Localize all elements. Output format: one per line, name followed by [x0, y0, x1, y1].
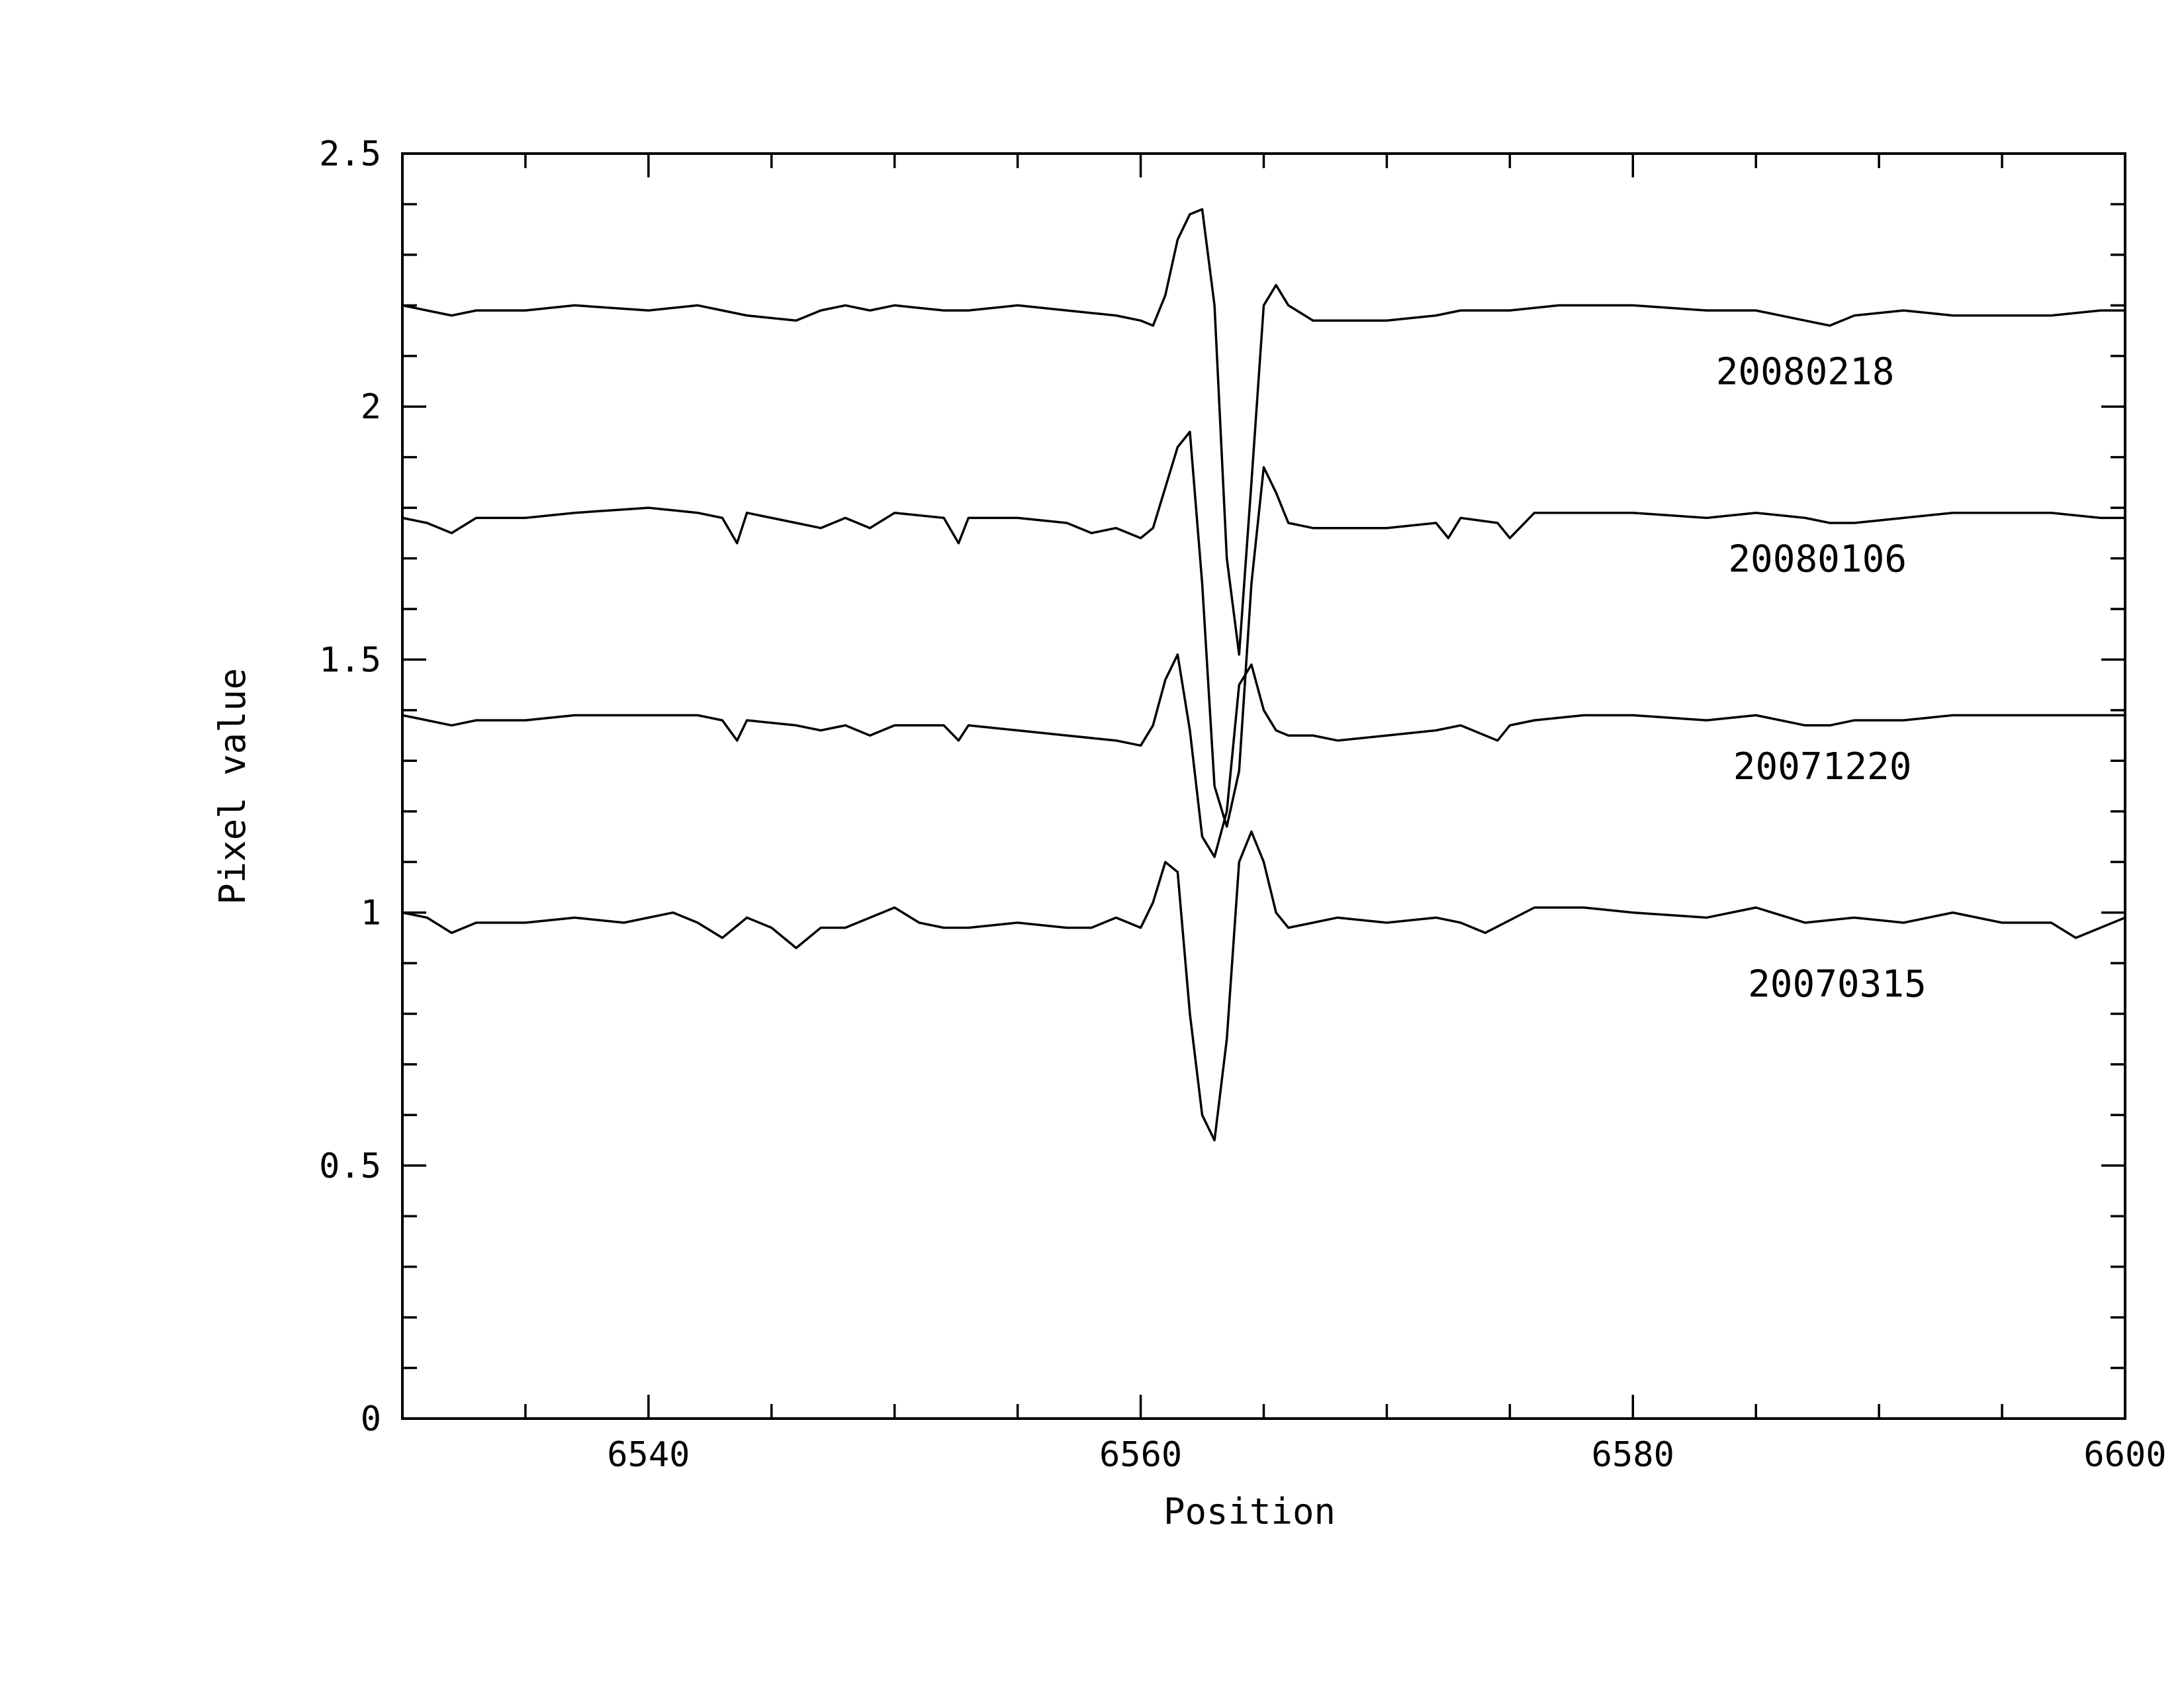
y-tick-label: 0.5 — [319, 1147, 381, 1186]
y-tick-label: 2.5 — [319, 134, 381, 174]
axis-ticks — [401, 152, 2126, 1420]
y-axis-title: Pixel value — [212, 668, 253, 905]
series-line-20070315 — [401, 830, 2126, 1142]
series-label: 20071220 — [1733, 745, 1912, 788]
x-tick-label: 6560 — [1099, 1435, 1182, 1475]
x-axis-title: Position — [1163, 1491, 1336, 1532]
series-label: 20080218 — [1716, 351, 1895, 394]
series-line-20071220 — [401, 653, 2126, 859]
y-tick-label: 2 — [361, 387, 381, 427]
tick-labels: 6540 6560 6580 6600 0 0.5 1 1.5 2 2.5 — [319, 134, 2167, 1475]
y-tick-label: 1 — [361, 894, 381, 933]
x-tick-label: 6540 — [607, 1435, 690, 1475]
x-tick-label: 6580 — [1592, 1435, 1674, 1475]
plot-frame — [401, 152, 2126, 1420]
series-line-20080218 — [401, 208, 2126, 656]
series-label: 20070315 — [1748, 963, 1927, 1006]
series-lines — [401, 208, 2126, 1142]
y-tick-label: 0 — [361, 1399, 381, 1439]
series-label: 20080106 — [1728, 538, 1907, 581]
series-line-20080106 — [401, 430, 2126, 828]
series-labels: 20080218 20080106 20071220 20070315 — [1716, 351, 1927, 1006]
x-tick-label: 6600 — [2083, 1435, 2166, 1475]
y-tick-label: 1.5 — [319, 640, 381, 680]
